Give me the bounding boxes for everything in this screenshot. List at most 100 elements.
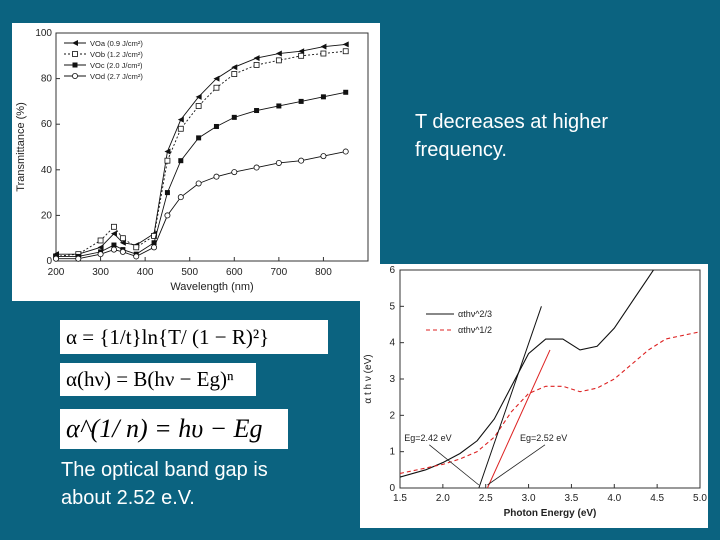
annotation-arrow xyxy=(487,444,546,486)
x-tick-label: 700 xyxy=(271,267,288,278)
y-tick-label: 20 xyxy=(41,210,53,221)
data-point xyxy=(298,98,304,104)
plot-frame xyxy=(399,269,701,489)
data-point xyxy=(97,237,104,244)
y-tick-label: 5 xyxy=(389,301,395,312)
data-point xyxy=(164,148,171,155)
data-point xyxy=(231,114,237,120)
data-point xyxy=(164,212,171,219)
band-gap-equation: α^(1/ n) = hυ − Eg xyxy=(60,409,288,449)
y-tick-label: 100 xyxy=(35,28,52,39)
data-point xyxy=(119,248,126,255)
transmittance-note: T decreases at higher frequency. xyxy=(415,111,609,161)
y-tick-label: 0 xyxy=(389,483,395,494)
x-tick-label: 500 xyxy=(181,267,198,278)
data-point xyxy=(298,48,305,55)
data-point xyxy=(320,50,327,57)
x-tick-label: 5.0 xyxy=(693,493,707,504)
data-point xyxy=(342,41,349,48)
fit-line xyxy=(486,349,551,489)
data-point xyxy=(253,62,260,68)
x-axis-label: Photon Energy (eV) xyxy=(504,508,597,519)
y-tick-label: 3 xyxy=(389,374,395,385)
data-point xyxy=(320,153,327,160)
y-tick-label: 6 xyxy=(389,265,395,276)
data-point xyxy=(151,240,157,246)
data-point xyxy=(231,71,238,77)
legend-label: αthν^2/3 xyxy=(458,309,492,319)
data-point xyxy=(133,253,140,260)
y-axis-label: α t h ν (eV) xyxy=(363,354,374,403)
series-line xyxy=(56,91,346,257)
series-line xyxy=(400,270,655,478)
legend-label: αthν^1/2 xyxy=(458,325,492,335)
transmittance-chart-svg: 200300400500600700800900020406080100Wave… xyxy=(15,28,377,293)
x-tick-label: 2.0 xyxy=(436,493,450,504)
annotation-label: Eg=2.42 eV xyxy=(404,433,451,443)
data-point xyxy=(213,84,220,91)
data-point xyxy=(111,242,117,248)
x-tick-label: 200 xyxy=(48,267,65,278)
data-point xyxy=(164,157,171,164)
data-point xyxy=(177,116,184,123)
y-tick-label: 1 xyxy=(389,447,395,458)
legend-label: VOa (0.9 J/cm²) xyxy=(90,39,143,48)
data-point xyxy=(342,48,349,55)
data-point xyxy=(343,89,349,95)
data-point xyxy=(298,157,305,164)
data-point xyxy=(195,103,202,109)
data-point xyxy=(254,108,260,114)
tauc-relation-equation: α(hν) = B(hν − Eg)ⁿ xyxy=(60,363,256,396)
x-tick-label: 600 xyxy=(226,267,243,278)
plot-frame xyxy=(55,32,369,262)
x-tick-label: 300 xyxy=(92,267,109,278)
tauc-plot-svg: 1.5 2.0 2.5 3.0 3.5 4.0 4.5 5.0 0 1 2 3 4 5 6 Photon En… xyxy=(363,265,707,519)
legend-label: VOc (2.0 J/cm²) xyxy=(90,61,143,70)
data-point xyxy=(342,148,349,155)
data-point xyxy=(110,246,117,253)
band-gap-note: The optical band gap is about 2.52 e.V. xyxy=(61,459,268,509)
y-tick-label: 0 xyxy=(46,256,52,267)
data-point xyxy=(195,93,202,100)
data-point xyxy=(196,135,202,141)
data-point xyxy=(253,55,260,62)
data-point xyxy=(164,190,170,196)
y-axis-label: Transmittance (%) xyxy=(15,102,27,191)
y-tick-label: 2 xyxy=(389,410,395,421)
x-tick-label: 3.0 xyxy=(522,493,536,504)
data-point xyxy=(253,164,260,171)
x-tick-label: 1.5 xyxy=(393,493,407,504)
data-point xyxy=(75,255,82,262)
data-point xyxy=(177,125,184,132)
tauc-plot-chart: 1.5 2.0 2.5 3.0 3.5 4.0 4.5 5.0 0 1 2 3 4 5 6 Photon En… xyxy=(360,264,708,528)
data-point xyxy=(72,62,78,68)
annotation-label: Eg=2.52 eV xyxy=(520,433,567,443)
data-point xyxy=(72,40,78,46)
data-point xyxy=(72,73,79,80)
absorption-coefficient-equation: α = {1/t}ln{T/ (1 − R)²} xyxy=(60,320,328,354)
data-point xyxy=(275,50,282,57)
data-point xyxy=(231,64,238,71)
data-point xyxy=(151,244,158,251)
data-point xyxy=(213,173,220,180)
x-tick-label: 400 xyxy=(137,267,154,278)
data-point xyxy=(195,180,202,187)
data-point xyxy=(275,57,282,64)
data-point xyxy=(275,159,282,166)
data-point xyxy=(97,244,104,251)
x-axis-label: Wavelength (nm) xyxy=(170,281,253,293)
fit-line xyxy=(478,306,542,489)
data-point xyxy=(178,158,184,164)
data-point xyxy=(276,103,282,109)
y-tick-label: 40 xyxy=(41,165,53,176)
data-point xyxy=(111,223,117,230)
data-point xyxy=(53,255,60,262)
legend-label: VOd (2.7 J/cm²) xyxy=(90,72,143,81)
data-point xyxy=(151,233,157,239)
data-point xyxy=(119,239,126,246)
data-point xyxy=(119,235,126,242)
data-point xyxy=(298,52,305,59)
x-tick-label: 4.5 xyxy=(650,493,664,504)
data-point xyxy=(133,244,140,251)
data-point xyxy=(177,194,184,201)
